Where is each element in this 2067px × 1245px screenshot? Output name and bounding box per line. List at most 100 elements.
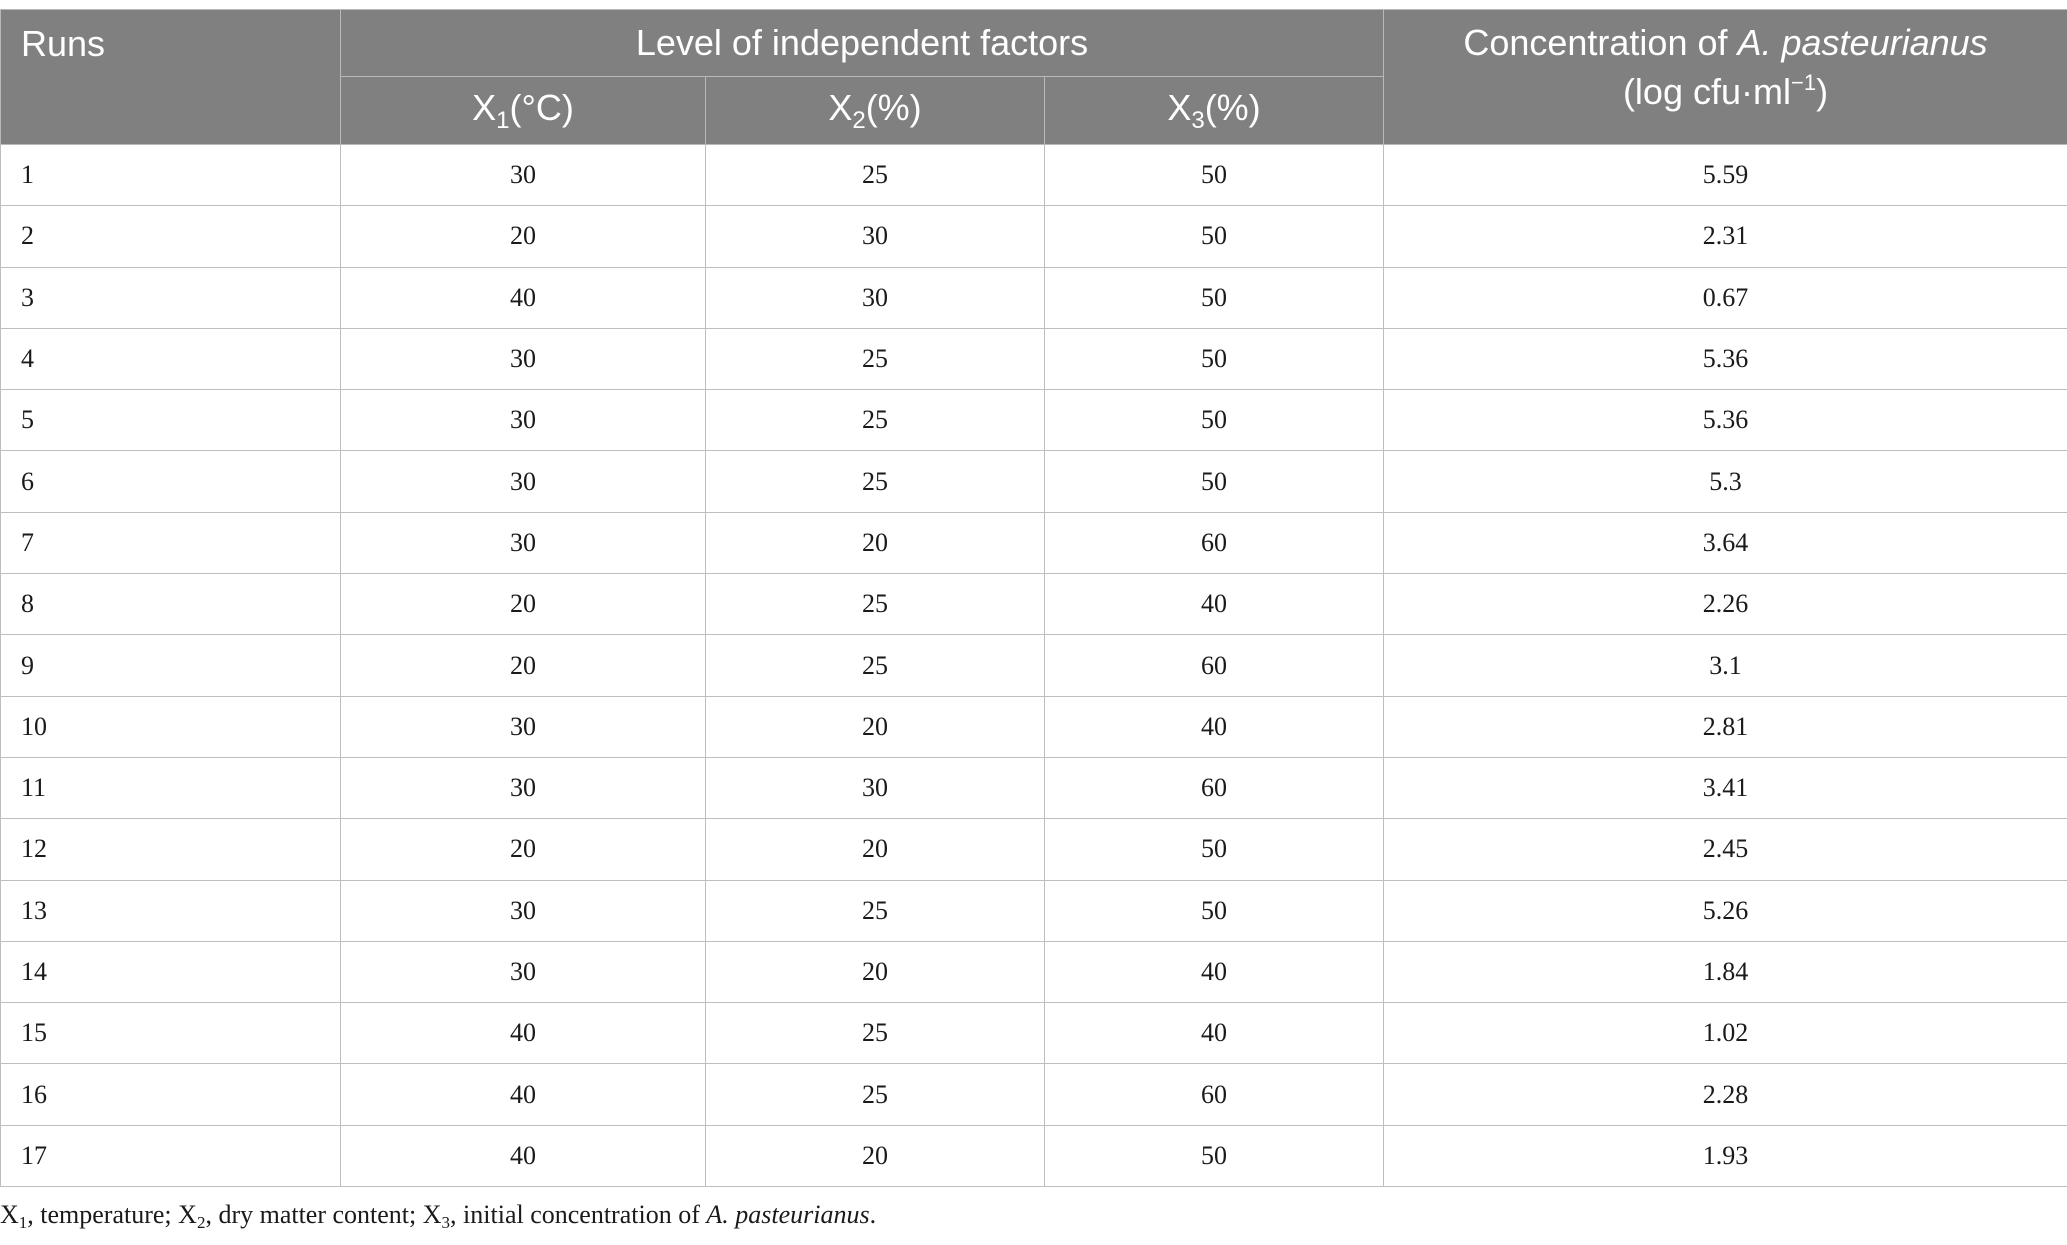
- x2-cell: 25: [705, 143, 1045, 207]
- x1-cell: 40: [340, 266, 706, 329]
- run-cell: 4: [0, 327, 341, 391]
- x1-cell: 30: [340, 143, 706, 207]
- x1-cell: 30: [340, 389, 706, 452]
- data-table: Runs Level of independent factors Concen…: [0, 9, 2067, 1188]
- x3-cell: 40: [1044, 573, 1384, 636]
- footnote-x2-text: , dry matter content;: [205, 1200, 423, 1229]
- x2-cell: 25: [705, 450, 1045, 513]
- x3-cell: 40: [1044, 940, 1384, 1004]
- x3-cell: 60: [1044, 511, 1384, 575]
- table-footnote: X1, temperature; X2, dry matter content;…: [0, 1200, 876, 1233]
- x3-cell: 50: [1044, 879, 1384, 942]
- run-cell: 3: [0, 266, 341, 329]
- x2-cell: 25: [705, 573, 1045, 636]
- x2-cell: 30: [705, 266, 1045, 329]
- x2-cell: 25: [705, 1063, 1045, 1126]
- concentration-header-unit-end: ): [1816, 71, 1829, 112]
- run-cell: 2: [0, 205, 341, 268]
- concentration-header: Concentration of A. pasteurianus (log cfu…: [1383, 9, 2067, 145]
- footnote-x3-subscript: 3: [441, 1213, 451, 1232]
- table-row: 10 30 20 40 2.81: [0, 695, 2067, 758]
- header-row-top: Runs Level of independent factors Concen…: [0, 9, 2067, 145]
- x1-cell: 40: [340, 1063, 706, 1126]
- table-row: 7 30 20 60 3.64: [0, 511, 2067, 575]
- x3-cell: 60: [1044, 634, 1384, 697]
- x2-cell: 20: [705, 940, 1045, 1004]
- runs-header: Runs: [0, 9, 341, 145]
- x2-cell: 20: [705, 1124, 1045, 1188]
- footnote-x3-base: X: [422, 1200, 442, 1229]
- concentration-cell: 2.31: [1383, 205, 2067, 268]
- data-table-container: Runs Level of independent factors Concen…: [0, 9, 2067, 1188]
- concentration-header-prefix: Concentration of: [1463, 22, 1738, 63]
- concentration-header-unit-exponent: −1: [1790, 70, 1817, 95]
- table-row: 8 20 25 40 2.26: [0, 573, 2067, 636]
- x1-cell: 30: [340, 327, 706, 391]
- x1-cell: 30: [340, 511, 706, 575]
- x3-header-base: X: [1167, 86, 1192, 128]
- table-row: 15 40 25 40 1.02: [0, 1002, 2067, 1065]
- x1-cell: 40: [340, 1002, 706, 1065]
- x1-cell: 30: [340, 879, 706, 942]
- table-row: 14 30 20 40 1.84: [0, 940, 2067, 1004]
- run-cell: 17: [0, 1124, 341, 1188]
- x3-cell: 60: [1044, 756, 1384, 820]
- concentration-cell: 5.59: [1383, 143, 2067, 207]
- x3-cell: 50: [1044, 205, 1384, 268]
- x2-cell: 20: [705, 511, 1045, 575]
- concentration-cell: 2.81: [1383, 695, 2067, 758]
- concentration-cell: 5.3: [1383, 450, 2067, 513]
- independent-factors-header: Level of independent factors: [340, 9, 1384, 77]
- footnote-species: A. pasteurianus: [706, 1200, 870, 1229]
- x1-cell: 20: [340, 818, 706, 881]
- footnote-x1-base: X: [0, 1200, 19, 1229]
- x2-cell: 30: [705, 205, 1045, 268]
- x3-cell: 60: [1044, 1063, 1384, 1126]
- concentration-cell: 1.84: [1383, 940, 2067, 1004]
- table-row: 16 40 25 60 2.28: [0, 1063, 2067, 1126]
- run-cell: 16: [0, 1063, 341, 1126]
- x2-header-subscript: 2: [852, 106, 866, 134]
- run-cell: 5: [0, 389, 341, 452]
- concentration-header-species: A. pasteurianus: [1737, 22, 1988, 63]
- run-cell: 14: [0, 940, 341, 1004]
- x3-cell: 50: [1044, 389, 1384, 452]
- run-cell: 12: [0, 818, 341, 881]
- x2-cell: 30: [705, 756, 1045, 820]
- x2-cell: 25: [705, 389, 1045, 452]
- x1-header-base: X: [472, 86, 497, 128]
- table-row: 6 30 25 50 5.3: [0, 450, 2067, 513]
- x3-header-unit: (%): [1204, 86, 1261, 128]
- x2-cell: 25: [705, 327, 1045, 391]
- x3-cell: 40: [1044, 1002, 1384, 1065]
- table-row: 4 30 25 50 5.36: [0, 327, 2067, 391]
- concentration-cell: 5.36: [1383, 389, 2067, 452]
- x1-header-unit: (°C): [509, 86, 574, 128]
- table-row: 1 30 25 50 5.59: [0, 143, 2067, 207]
- concentration-cell: 5.36: [1383, 327, 2067, 391]
- footnote-x1-subscript: 1: [18, 1213, 28, 1232]
- x1-header-subscript: 1: [496, 106, 510, 134]
- x2-header: X2(%): [705, 76, 1045, 145]
- x3-cell: 50: [1044, 143, 1384, 207]
- concentration-cell: 3.1: [1383, 634, 2067, 697]
- table-row: 3 40 30 50 0.67: [0, 266, 2067, 329]
- table-row: 2 20 30 50 2.31: [0, 205, 2067, 268]
- table-row: 5 30 25 50 5.36: [0, 389, 2067, 452]
- x1-cell: 20: [340, 573, 706, 636]
- x3-cell: 50: [1044, 266, 1384, 329]
- concentration-cell: 0.67: [1383, 266, 2067, 329]
- run-cell: 15: [0, 1002, 341, 1065]
- x3-cell: 50: [1044, 327, 1384, 391]
- header-row-sub: X1(°C) X2(%) X3(%): [1, 76, 2067, 145]
- concentration-cell: 2.28: [1383, 1063, 2067, 1126]
- table-row: 12 20 20 50 2.45: [0, 818, 2067, 881]
- x2-header-unit: (%): [865, 86, 922, 128]
- x3-header: X3(%): [1044, 76, 1384, 145]
- run-cell: 6: [0, 450, 341, 513]
- footnote-x1-text: , temperature;: [27, 1200, 179, 1229]
- x2-cell: 20: [705, 818, 1045, 881]
- concentration-header-unit-start: (log cfu·ml: [1622, 71, 1791, 112]
- run-cell: 10: [0, 695, 341, 758]
- x3-cell: 50: [1044, 818, 1384, 881]
